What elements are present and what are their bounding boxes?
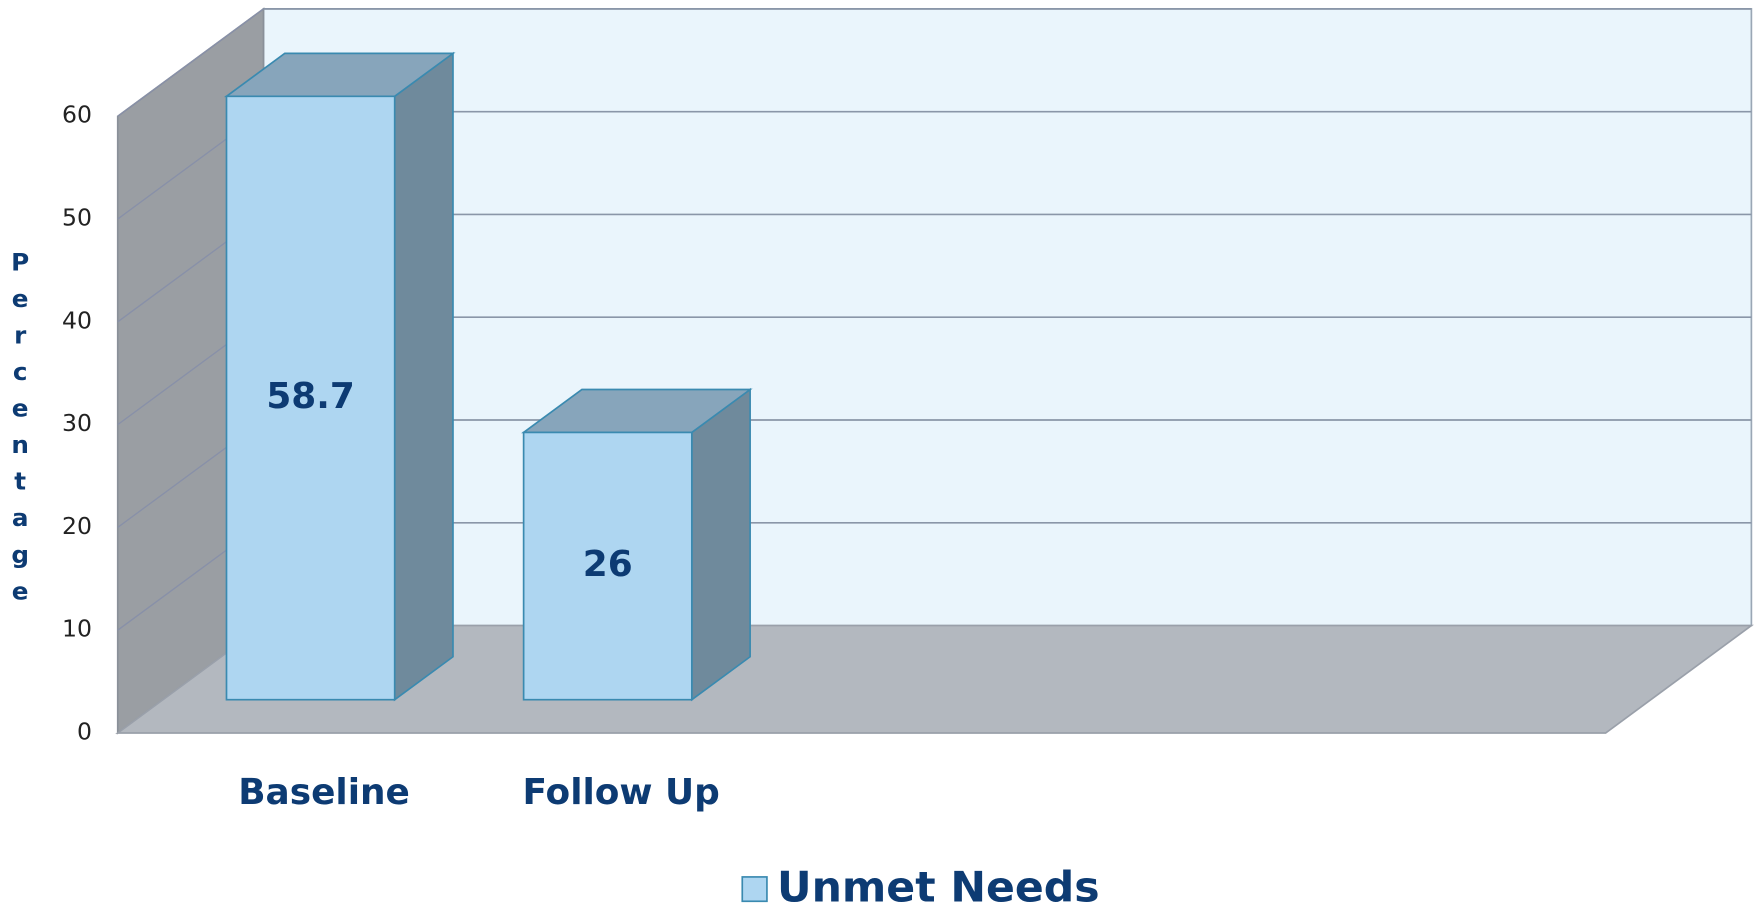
bar-side: [690, 387, 751, 702]
legend-label: Unmet Needs: [777, 863, 1100, 912]
value-label: 58.7: [266, 376, 354, 417]
bar: [225, 95, 396, 701]
x-tick-label: Follow Up: [523, 772, 720, 813]
legend-swatch: [741, 876, 768, 903]
y-tick-label: 50: [62, 204, 92, 232]
y-tick-label: 10: [62, 615, 92, 643]
bar: [522, 431, 693, 701]
y-tick-label: 40: [62, 306, 92, 334]
y-tick-label: 20: [62, 512, 92, 540]
bars: 58.7 Baseline 26 Follow Up: [223, 51, 753, 813]
y-tick-label: 30: [62, 409, 92, 437]
grid: 0 10 20 30 40 50 60: [62, 8, 1752, 746]
y-tick-label: 0: [77, 718, 92, 746]
bar-side: [393, 51, 454, 702]
grid-line: [117, 8, 264, 117]
x-tick-label: Baseline: [238, 772, 410, 813]
y-tick-label: 60: [62, 101, 92, 129]
value-label: 26: [583, 544, 633, 585]
